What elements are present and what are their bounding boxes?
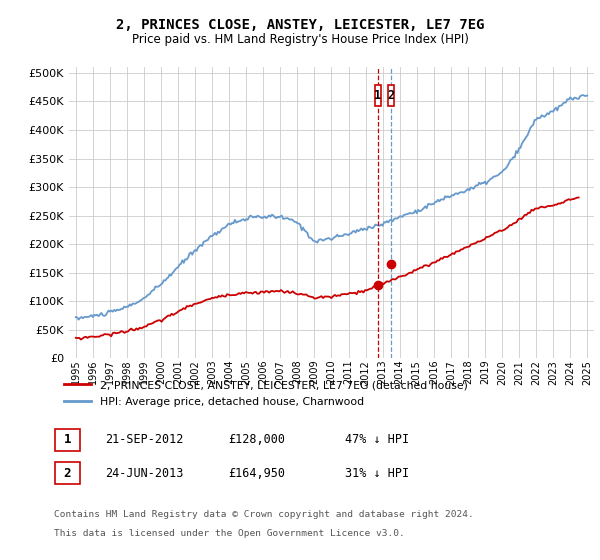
Bar [388, 86, 394, 106]
Text: £164,950: £164,950 [228, 466, 285, 480]
Text: £128,000: £128,000 [228, 433, 285, 446]
Bar [375, 86, 381, 106]
Text: Price paid vs. HM Land Registry's House Price Index (HPI): Price paid vs. HM Land Registry's House … [131, 32, 469, 46]
Text: 47% ↓ HPI: 47% ↓ HPI [345, 433, 409, 446]
Legend: 2, PRINCES CLOSE, ANSTEY, LEICESTER, LE7 7EG (detached house), HPI: Average pric: 2, PRINCES CLOSE, ANSTEY, LEICESTER, LE7… [59, 375, 473, 412]
Text: 2, PRINCES CLOSE, ANSTEY, LEICESTER, LE7 7EG: 2, PRINCES CLOSE, ANSTEY, LEICESTER, LE7… [116, 18, 484, 32]
Text: 2: 2 [64, 466, 71, 480]
Text: 31% ↓ HPI: 31% ↓ HPI [345, 466, 409, 480]
Text: Contains HM Land Registry data © Crown copyright and database right 2024.: Contains HM Land Registry data © Crown c… [54, 510, 474, 519]
Text: 1: 1 [374, 89, 382, 102]
Text: 1: 1 [64, 433, 71, 446]
Text: 24-JUN-2013: 24-JUN-2013 [105, 466, 184, 480]
Text: 21-SEP-2012: 21-SEP-2012 [105, 433, 184, 446]
Text: 2: 2 [387, 89, 394, 102]
Text: This data is licensed under the Open Government Licence v3.0.: This data is licensed under the Open Gov… [54, 529, 405, 538]
